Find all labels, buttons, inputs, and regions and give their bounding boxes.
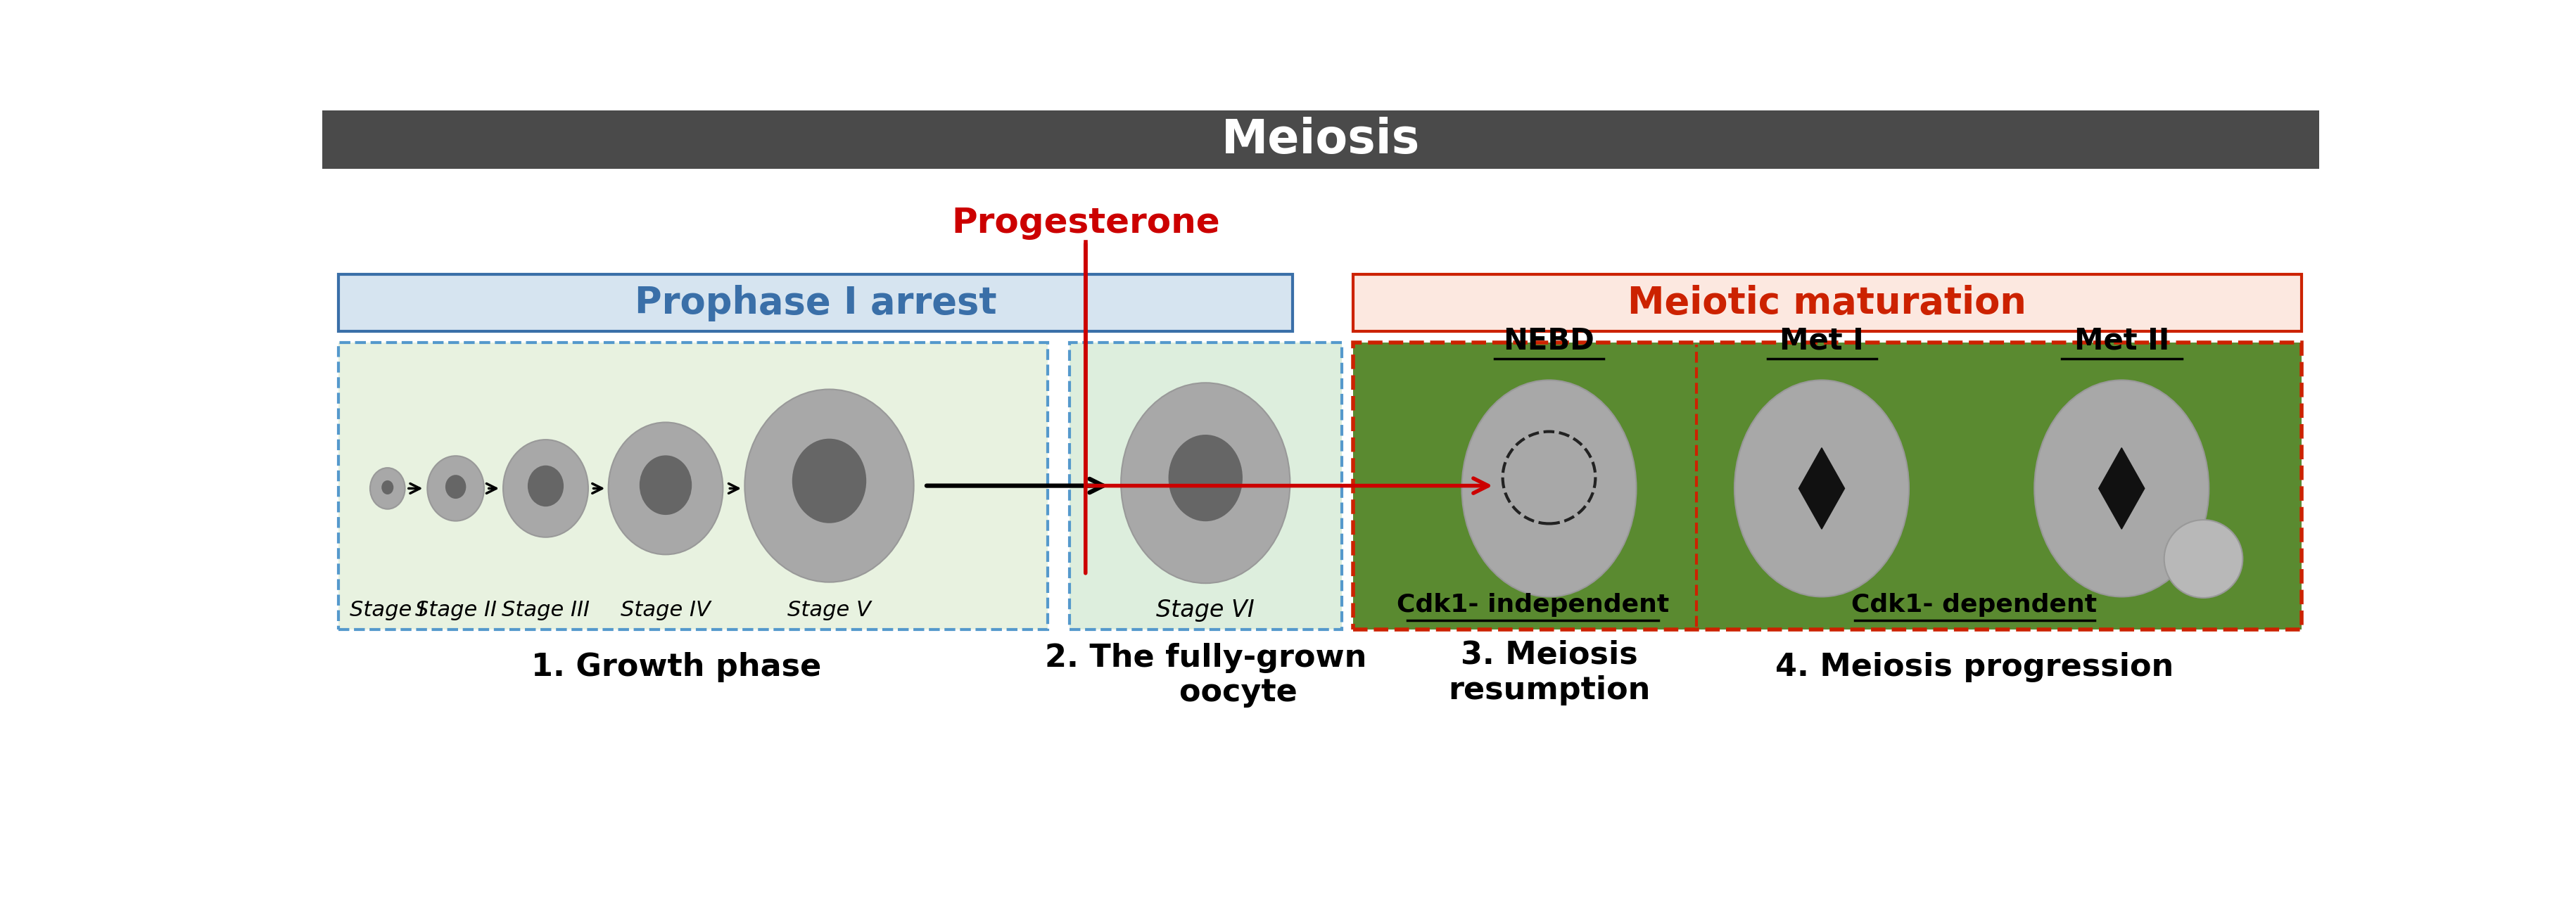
Ellipse shape [1734,380,1909,597]
Ellipse shape [371,468,404,509]
Text: Cdk1- dependent: Cdk1- dependent [1852,592,2097,616]
Text: 4. Meiosis progression: 4. Meiosis progression [1775,652,2174,683]
Text: Stage V: Stage V [788,600,871,620]
Text: Stage II: Stage II [415,600,497,620]
FancyBboxPatch shape [322,110,2318,169]
Ellipse shape [528,466,564,507]
Ellipse shape [381,480,394,494]
Ellipse shape [791,439,866,523]
Text: Cdk1- independent: Cdk1- independent [1396,592,1669,616]
Ellipse shape [502,440,587,537]
FancyBboxPatch shape [337,342,1046,629]
Text: Stage VI: Stage VI [1157,599,1255,622]
Ellipse shape [744,389,914,582]
FancyBboxPatch shape [1069,342,1342,629]
Text: Met II: Met II [2074,327,2169,356]
Text: Meiotic maturation: Meiotic maturation [1628,285,2027,321]
Ellipse shape [639,455,690,515]
Ellipse shape [1461,380,1636,597]
FancyBboxPatch shape [1352,342,2300,629]
Text: 2. The fully-grown
      oocyte: 2. The fully-grown oocyte [1043,643,1365,707]
Text: Stage I: Stage I [350,600,425,620]
Text: Progesterone: Progesterone [951,206,1218,240]
Ellipse shape [1121,383,1291,583]
Polygon shape [1798,448,1844,529]
Ellipse shape [2035,380,2208,597]
Text: 1. Growth phase: 1. Growth phase [531,652,822,683]
Ellipse shape [608,422,724,555]
Polygon shape [2099,448,2143,529]
Text: Met I: Met I [1780,327,1862,356]
FancyBboxPatch shape [1352,274,2300,331]
Text: NEBD: NEBD [1502,327,1595,356]
Ellipse shape [446,475,466,499]
Text: Prophase I arrest: Prophase I arrest [634,285,997,321]
Ellipse shape [428,456,484,521]
Text: Stage III: Stage III [502,600,590,620]
Text: 3. Meiosis
resumption: 3. Meiosis resumption [1448,640,1649,706]
Circle shape [2164,520,2241,598]
Text: Meiosis: Meiosis [1221,117,1419,163]
Ellipse shape [1167,434,1242,522]
FancyBboxPatch shape [337,274,1293,331]
Text: Stage IV: Stage IV [621,600,711,620]
